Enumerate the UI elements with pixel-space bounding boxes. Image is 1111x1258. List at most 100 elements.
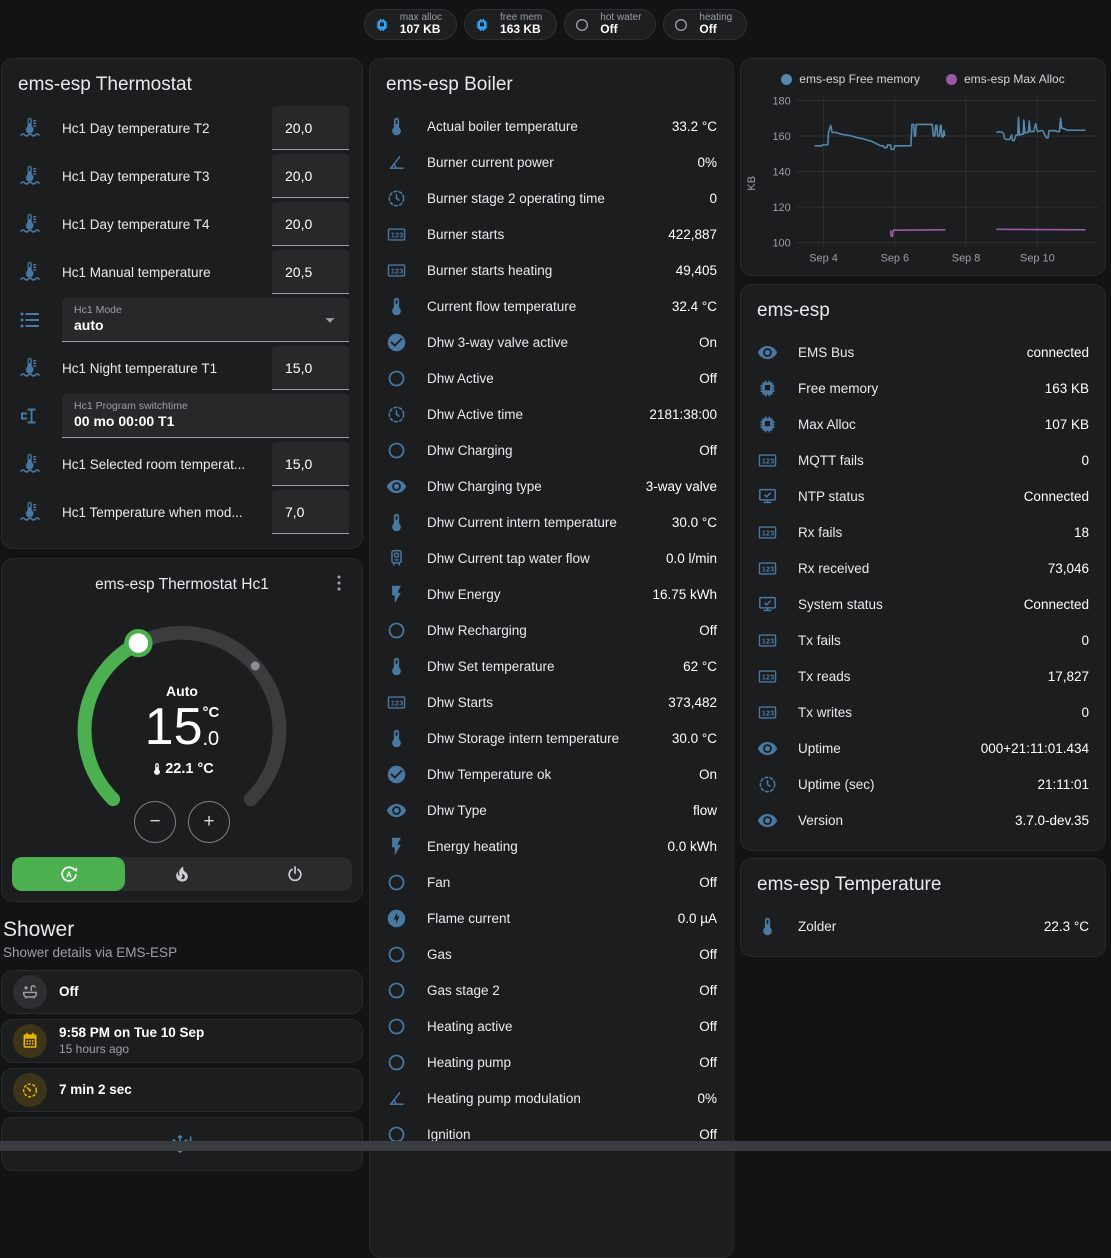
number-input[interactable]: 15,0	[272, 346, 349, 390]
legend-item[interactable]: ems-esp Free memory	[781, 72, 920, 86]
entity-row[interactable]: Dhw Active Off	[386, 360, 717, 396]
entity-row[interactable]: NTP status Connected	[757, 478, 1089, 514]
number-value: 20,5	[285, 263, 313, 280]
entity-row[interactable]: Energy heating 0.0 kWh	[386, 828, 717, 864]
check-circle-icon	[386, 332, 427, 353]
entity-value: 2181:38:00	[649, 406, 717, 422]
entity-row[interactable]: Dhw Set temperature 62 °C	[386, 648, 717, 684]
status-badge[interactable]: max alloc 107 KB	[363, 9, 458, 40]
entity-row[interactable]: Heating pump modulation 0%	[386, 1080, 717, 1116]
select-field[interactable]: Hc1 Mode auto	[62, 298, 349, 342]
entity-row[interactable]: Actual boiler temperature 33.2 °C	[386, 108, 717, 144]
entity-row[interactable]: Burner current power 0%	[386, 144, 717, 180]
entity-label: Energy heating	[427, 838, 518, 854]
hvac-mode-button[interactable]: A	[12, 857, 126, 891]
entity-row[interactable]: Dhw Charging type 3-way valve	[386, 468, 717, 504]
entity-row[interactable]: Dhw Current tap water flow 0.0 l/min	[386, 540, 717, 576]
number-value: 20,0	[285, 215, 313, 232]
number-input[interactable]: 20,0	[272, 202, 349, 246]
coolant-thermometer-icon	[18, 260, 62, 284]
more-menu-icon[interactable]	[328, 572, 354, 598]
entity-row[interactable]: Dhw 3-way valve active On	[386, 324, 717, 360]
hvac-mode-button[interactable]	[239, 857, 352, 891]
number-input[interactable]: 20,5	[272, 250, 349, 294]
entity-row[interactable]: Dhw Recharging Off	[386, 612, 717, 648]
flash-icon	[386, 836, 427, 857]
thermometer-icon	[386, 512, 427, 533]
entity-label: Burner current power	[427, 154, 554, 170]
shower-item[interactable]: 9:58 PM on Tue 10 Sep 15 hours ago	[1, 1019, 363, 1063]
temp-decrease-button[interactable]: −	[134, 801, 176, 843]
memory-icon	[757, 378, 798, 399]
svg-text:1: 1	[391, 266, 395, 275]
thermometer-icon	[386, 656, 427, 677]
temp-increase-button[interactable]: +	[188, 801, 230, 843]
thermostat-dial[interactable]: Auto 15 °C .0 22.1 °C − +	[2, 598, 362, 848]
entity-row[interactable]: Max Alloc 107 KB	[757, 406, 1089, 442]
number-input[interactable]: 20,0	[272, 106, 349, 150]
svg-text:2: 2	[395, 698, 399, 707]
entity-row[interactable]: Heating active Off	[386, 1008, 717, 1044]
bottom-scrollbar[interactable]	[0, 1141, 1111, 1151]
entity-row[interactable]: Uptime 000+21:11:01.434	[757, 730, 1089, 766]
eye-icon	[757, 738, 798, 759]
entity-row[interactable]: Gas Off	[386, 936, 717, 972]
svg-text:140: 140	[772, 167, 790, 179]
entity-value: 3.7.0-dev.35	[1014, 812, 1089, 828]
hvac-mode-button[interactable]	[125, 857, 238, 891]
status-badge[interactable]: heating Off	[663, 9, 748, 40]
text-field[interactable]: Hc1 Program switchtime 00 mo 00:00 T1	[62, 394, 349, 438]
entity-row[interactable]: Dhw Storage intern temperature 30.0 °C	[386, 720, 717, 756]
emsesp-rows: EMS Bus connected Free memory 163 KB Max…	[741, 328, 1105, 850]
legend-item[interactable]: ems-esp Max Alloc	[946, 72, 1065, 86]
entity-row[interactable]: EMS Bus connected	[757, 334, 1089, 370]
shower-list: Off 9:58 PM on Tue 10 Sep 15 hours ago	[1, 970, 363, 1112]
entity-label: Burner starts heating	[427, 262, 553, 278]
entity-row[interactable]: Dhw Charging Off	[386, 432, 717, 468]
entity-row[interactable]: Heating pump Off	[386, 1044, 717, 1080]
entity-label: Dhw Charging	[427, 442, 513, 458]
entity-row[interactable]: Fan Off	[386, 864, 717, 900]
entity-row[interactable]: Dhw Energy 16.75 kWh	[386, 576, 717, 612]
entity-row[interactable]: Dhw Active time 2181:38:00	[386, 396, 717, 432]
entity-row[interactable]: Version 3.7.0-dev.35	[757, 802, 1089, 838]
status-badge[interactable]: hot water Off	[564, 9, 657, 40]
number-input[interactable]: 7,0	[272, 490, 349, 534]
entity-row[interactable]: Burner stage 2 operating time 0	[386, 180, 717, 216]
entity-row[interactable]: Gas stage 2 Off	[386, 972, 717, 1008]
memory-icon	[471, 14, 493, 36]
shower-item-primary: 7 min 2 sec	[59, 1081, 132, 1097]
entity-row[interactable]: Free memory 163 KB	[757, 370, 1089, 406]
entity-row[interactable]: Dhw Temperature ok On	[386, 756, 717, 792]
entity-row[interactable]: Uptime (sec) 21:11:01	[757, 766, 1089, 802]
shower-item[interactable]: 7 min 2 sec	[1, 1068, 363, 1112]
circle-icon	[386, 1052, 427, 1073]
entity-row[interactable]: Ignition Off	[386, 1116, 717, 1152]
entity-value: 163 KB	[1044, 380, 1089, 396]
shower-item[interactable]: Off	[1, 970, 363, 1014]
number-input[interactable]: 20,0	[272, 154, 349, 198]
entity-row[interactable]: Dhw Type flow	[386, 792, 717, 828]
circle-icon	[386, 620, 427, 641]
number-input[interactable]: 15,0	[272, 442, 349, 486]
emsesp-card: ems-esp EMS Bus connected Free memory 16…	[740, 284, 1106, 851]
entity-row[interactable]: System status Connected	[757, 586, 1089, 622]
entity-row[interactable]: Current flow temperature 32.4 °C	[386, 288, 717, 324]
entity-row[interactable]: Zolder 22.3 °C	[757, 908, 1089, 944]
entity-row[interactable]: Flame current 0.0 µA	[386, 900, 717, 936]
status-badge[interactable]: free mem 163 KB	[464, 9, 558, 40]
entity-value: 21:11:01	[1037, 776, 1089, 792]
entity-value: Connected	[1023, 488, 1089, 504]
entity-row[interactable]: Dhw Current intern temperature 30.0 °C	[386, 504, 717, 540]
dial-knob[interactable]	[124, 628, 153, 658]
